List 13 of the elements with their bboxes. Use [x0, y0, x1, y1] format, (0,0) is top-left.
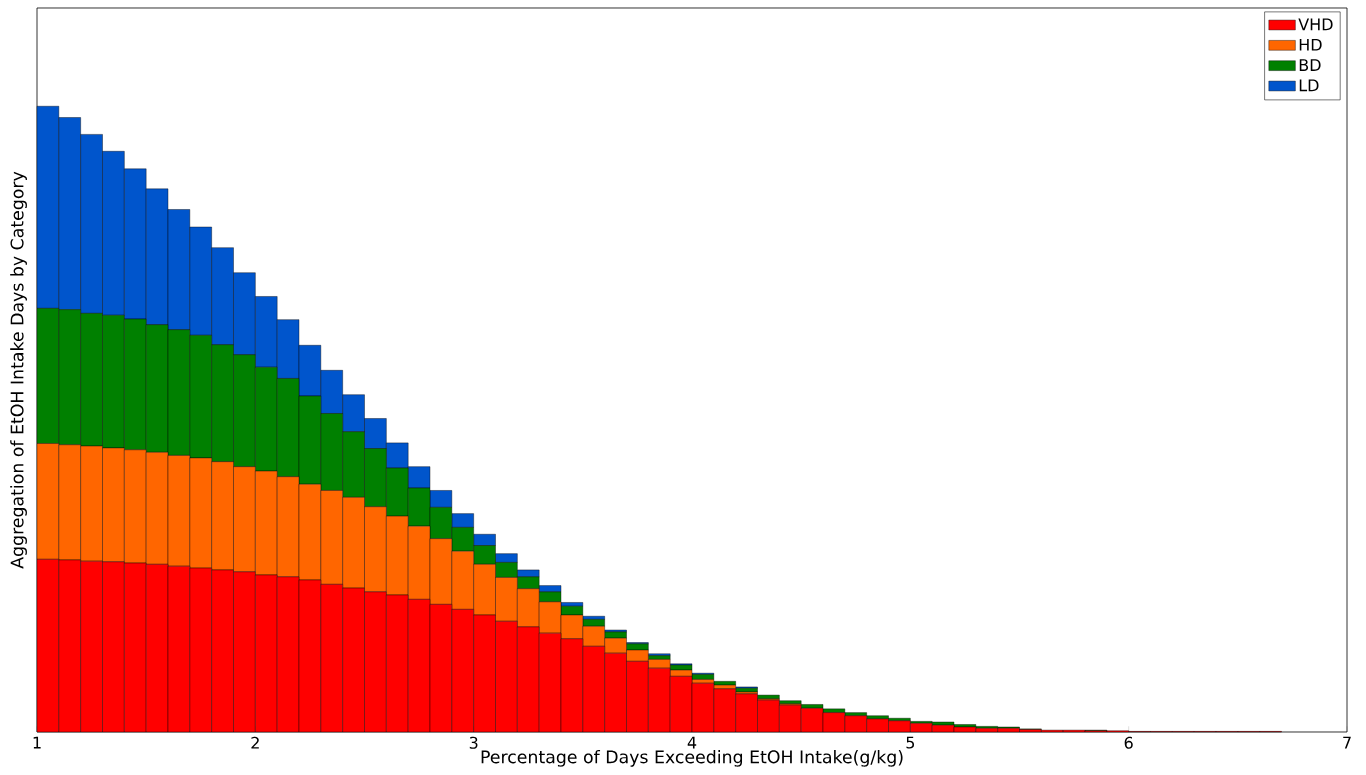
- legend-label: HD: [1299, 38, 1322, 51]
- x-tick-label: 3: [469, 736, 478, 749]
- x-tick-label: 2: [251, 736, 259, 749]
- x-axis-title: Percentage of Days Exceeding EtOH Intake(g/kg): [481, 749, 903, 767]
- x-tick-label: 5: [906, 736, 915, 749]
- legend-label: BD: [1299, 59, 1321, 71]
- legend-label: LD: [1299, 79, 1319, 92]
- x-tick-label: 6: [1124, 736, 1133, 749]
- legend-label: VHD: [1298, 18, 1333, 31]
- x-tick-label: 7: [1343, 736, 1351, 749]
- x-tick-label: 1: [33, 736, 41, 749]
- x-tick-label: 4: [687, 736, 697, 749]
- y-axis-title: Aggregation of EtOH Intake Days by Category: [10, 171, 27, 569]
